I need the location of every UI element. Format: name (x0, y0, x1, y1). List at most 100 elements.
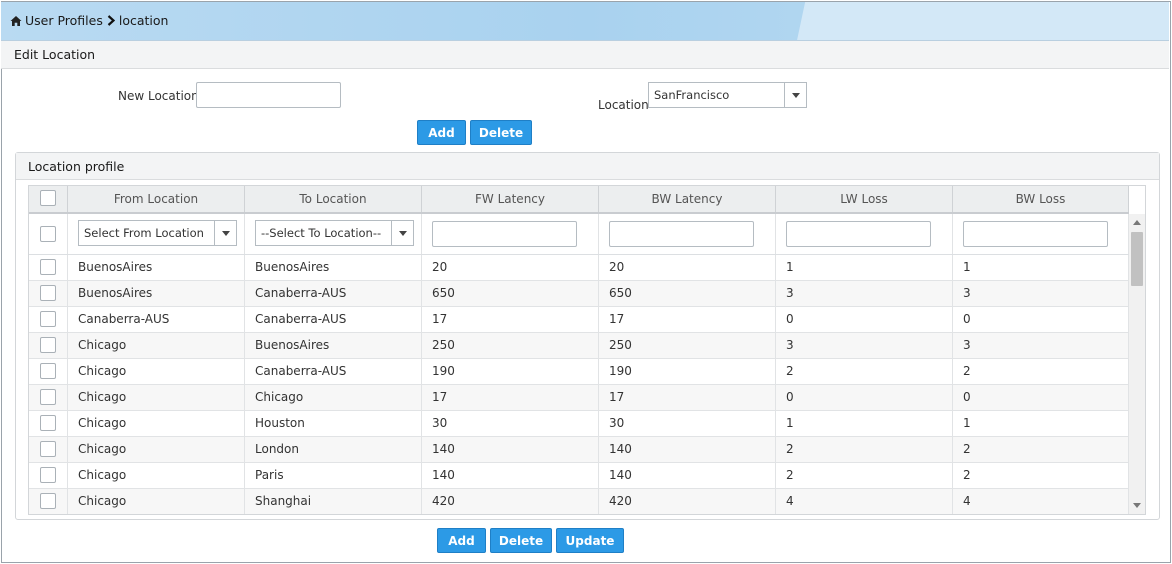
filter-bw-latency-cell (599, 214, 776, 254)
table-row[interactable]: Chicago Paris 140 140 2 2 (29, 463, 1129, 489)
fw-latency-filter-input[interactable] (432, 221, 577, 247)
cell-fw-latency: 420 (422, 489, 599, 514)
row-checkbox-cell (29, 437, 68, 462)
select-all-checkbox[interactable] (40, 190, 56, 206)
location-profile-grid: From Location To Location FW Latency BW … (28, 185, 1146, 515)
filter-bw-loss-cell (953, 214, 1129, 254)
bw-latency-filter-input[interactable] (609, 221, 754, 247)
table-row[interactable]: Chicago Canaberra-AUS 190 190 2 2 (29, 359, 1129, 385)
cell-bw-latency: 650 (599, 281, 776, 306)
row-checkbox-cell (29, 255, 68, 280)
grid-vertical-scrollbar[interactable] (1129, 214, 1145, 514)
new-location-input[interactable] (196, 82, 341, 108)
from-location-filter-value: Select From Location (84, 226, 204, 240)
cell-fw-latency: 140 (422, 437, 599, 462)
table-row[interactable]: BuenosAires BuenosAires 20 20 1 1 (29, 255, 1129, 281)
row-checkbox[interactable] (40, 337, 56, 353)
cell-lw-loss: 2 (776, 437, 953, 462)
table-row[interactable]: Chicago BuenosAires 250 250 3 3 (29, 333, 1129, 359)
cell-fw-latency: 650 (422, 281, 599, 306)
row-checkbox[interactable] (40, 441, 56, 457)
column-header-lw-loss[interactable]: LW Loss (776, 186, 953, 212)
grid-add-button[interactable]: Add (437, 528, 486, 553)
table-row[interactable]: Canaberra-AUS Canaberra-AUS 17 17 0 0 (29, 307, 1129, 333)
row-checkbox-cell (29, 307, 68, 332)
cell-lw-loss: 3 (776, 281, 953, 306)
cell-lw-loss: 1 (776, 255, 953, 280)
column-header-fw-latency[interactable]: FW Latency (422, 186, 599, 212)
breadcrumb-root[interactable]: User Profiles (25, 13, 103, 28)
cell-from-location: Chicago (68, 359, 245, 384)
filter-row-checkbox[interactable] (40, 226, 56, 242)
row-checkbox[interactable] (40, 493, 56, 509)
cell-bw-loss: 0 (953, 385, 1129, 410)
row-checkbox[interactable] (40, 259, 56, 275)
filter-row: Select From Location --Select To Locatio… (29, 214, 1129, 255)
row-checkbox[interactable] (40, 311, 56, 327)
from-location-filter-select[interactable]: Select From Location (78, 220, 237, 246)
scroll-up-icon[interactable] (1133, 220, 1141, 225)
cell-from-location: Canaberra-AUS (68, 307, 245, 332)
table-row[interactable]: BuenosAires Canaberra-AUS 650 650 3 3 (29, 281, 1129, 307)
chevron-down-icon[interactable] (214, 221, 236, 245)
home-icon[interactable] (10, 15, 22, 27)
cell-fw-latency: 30 (422, 411, 599, 436)
column-header-bw-loss[interactable]: BW Loss (953, 186, 1129, 212)
row-checkbox[interactable] (40, 285, 56, 301)
row-checkbox[interactable] (40, 389, 56, 405)
breadcrumb-current: location (118, 13, 169, 28)
cell-bw-latency: 17 (599, 307, 776, 332)
to-location-filter-select[interactable]: --Select To Location-- (255, 220, 414, 246)
lw-loss-filter-input[interactable] (786, 221, 931, 247)
table-row[interactable]: Chicago London 140 140 2 2 (29, 437, 1129, 463)
cell-fw-latency: 17 (422, 307, 599, 332)
add-location-button[interactable]: Add (417, 120, 466, 145)
row-checkbox-cell (29, 411, 68, 436)
location-select-value: SanFrancisco (654, 88, 730, 102)
row-checkbox-cell (29, 385, 68, 410)
chevron-down-icon[interactable] (784, 83, 806, 107)
cell-to-location: Chicago (245, 385, 422, 410)
cell-bw-latency: 420 (599, 489, 776, 514)
table-row[interactable]: Chicago Shanghai 420 420 4 4 (29, 489, 1129, 514)
row-checkbox[interactable] (40, 415, 56, 431)
cell-from-location: Chicago (68, 411, 245, 436)
cell-bw-latency: 250 (599, 333, 776, 358)
cell-from-location: Chicago (68, 463, 245, 488)
table-row[interactable]: Chicago Chicago 17 17 0 0 (29, 385, 1129, 411)
cell-fw-latency: 190 (422, 359, 599, 384)
row-checkbox-cell (29, 489, 68, 514)
cell-fw-latency: 140 (422, 463, 599, 488)
column-header-from-location[interactable]: From Location (68, 186, 245, 212)
row-checkbox[interactable] (40, 363, 56, 379)
delete-location-button[interactable]: Delete (470, 120, 532, 145)
grid-delete-button[interactable]: Delete (490, 528, 552, 553)
cell-bw-loss: 3 (953, 281, 1129, 306)
column-header-to-location[interactable]: To Location (245, 186, 422, 212)
scroll-down-icon[interactable] (1133, 503, 1141, 508)
row-checkbox[interactable] (40, 467, 56, 483)
filter-from-cell: Select From Location (68, 214, 245, 254)
cell-from-location: BuenosAires (68, 281, 245, 306)
cell-bw-latency: 190 (599, 359, 776, 384)
top-bar: User Profiles location (1, 2, 1169, 41)
cell-bw-latency: 140 (599, 463, 776, 488)
chevron-down-icon[interactable] (391, 221, 413, 245)
cell-from-location: BuenosAires (68, 255, 245, 280)
bw-loss-filter-input[interactable] (963, 221, 1108, 247)
cell-lw-loss: 2 (776, 359, 953, 384)
cell-from-location: Chicago (68, 437, 245, 462)
cell-fw-latency: 250 (422, 333, 599, 358)
cell-lw-loss: 4 (776, 489, 953, 514)
scrollbar-thumb[interactable] (1131, 232, 1143, 286)
grid-header: From Location To Location FW Latency BW … (29, 186, 1129, 214)
column-header-bw-latency[interactable]: BW Latency (599, 186, 776, 212)
grid-update-button[interactable]: Update (556, 528, 624, 553)
filter-lw-loss-cell (776, 214, 953, 254)
cell-bw-loss: 2 (953, 463, 1129, 488)
header-decoration (796, 2, 1169, 40)
table-row[interactable]: Chicago Houston 30 30 1 1 (29, 411, 1129, 437)
location-select[interactable]: SanFrancisco (648, 82, 807, 108)
cell-to-location: BuenosAires (245, 255, 422, 280)
cell-bw-latency: 30 (599, 411, 776, 436)
